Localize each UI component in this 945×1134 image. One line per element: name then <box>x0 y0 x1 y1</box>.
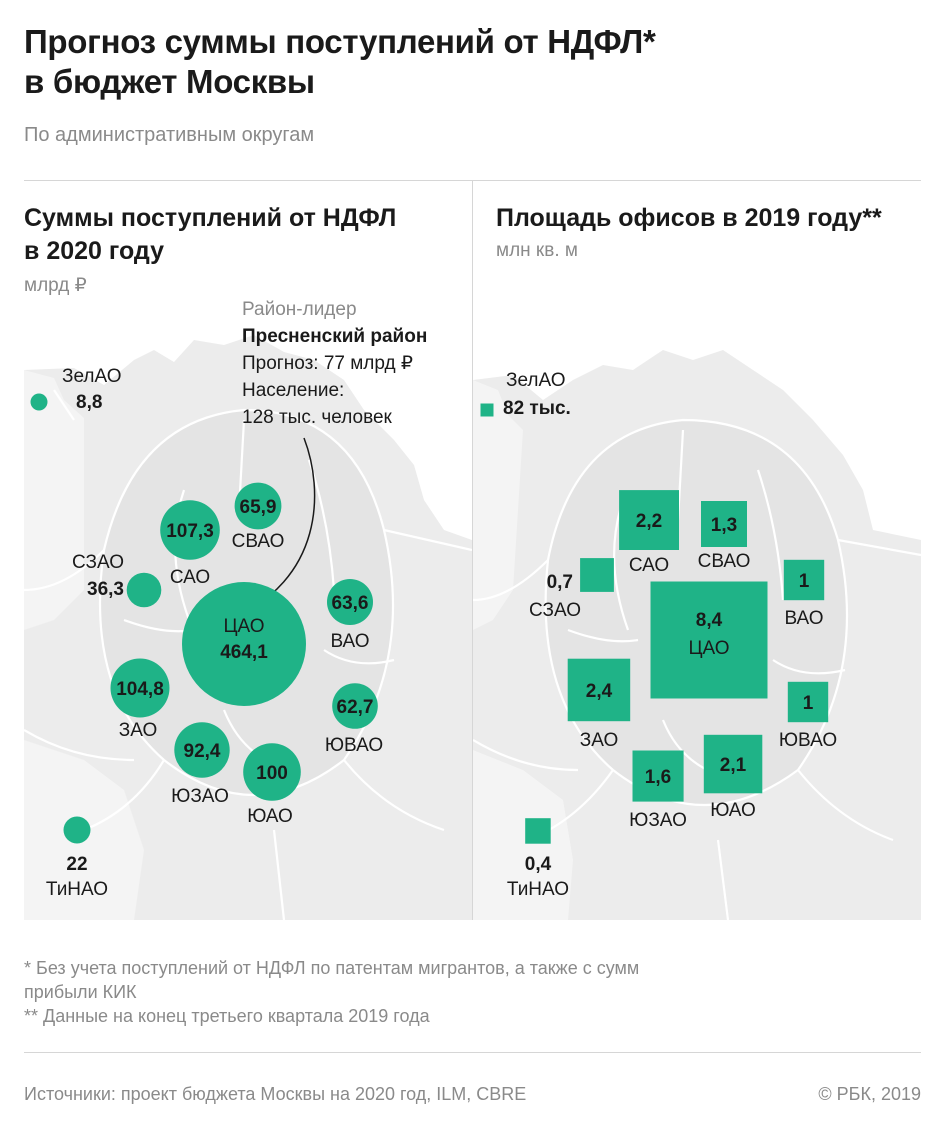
name-vao: ВАО <box>784 608 823 629</box>
name-yuvao: ЮВАО <box>325 735 383 756</box>
name-zelao: ЗелАО <box>506 370 566 391</box>
left-map: 8,8 ЗелАО 107,3 САО 65,9 СВАО 36,3 СЗАО ЦАО 464,1… <box>24 335 472 920</box>
name-szao: СЗАО <box>529 600 581 621</box>
name-sao: САО <box>170 567 210 588</box>
value-yuvao: 1 <box>803 693 814 714</box>
value-szao: 0,7 <box>547 572 573 593</box>
name-tinao: ТиНАО <box>507 879 569 900</box>
square-cao <box>650 581 768 699</box>
name-svao: СВАО <box>232 531 285 552</box>
left-panel-title: Суммы поступлений от НДФЛ в 2020 году <box>24 202 396 268</box>
circle-zelao <box>30 393 48 411</box>
square-yuao <box>703 734 763 794</box>
callout-label: Район-лидер <box>242 299 357 320</box>
copyright: © РБК, 2019 <box>818 1084 921 1104</box>
value-vao: 1 <box>799 571 810 592</box>
name-zelao: ЗелАО <box>62 366 122 387</box>
name-zao: ЗАО <box>119 720 158 741</box>
callout-forecast: Прогноз: 77 млрд ₽ <box>242 353 413 374</box>
panel-divider <box>472 180 473 920</box>
value-zao: 2,4 <box>586 681 613 702</box>
value-tinao: 22 <box>66 854 87 875</box>
square-yuzao <box>632 750 684 802</box>
left-panel-unit: млрд ₽ <box>24 275 87 296</box>
circle-cao <box>182 582 306 706</box>
value-yuao: 100 <box>256 763 288 784</box>
circle-szao <box>126 572 162 608</box>
right-panel-unit: млн кв. м <box>496 240 578 261</box>
name-svao: СВАО <box>698 551 751 572</box>
name-yuzao: ЮЗАО <box>629 810 687 831</box>
name-zao: ЗАО <box>580 730 619 751</box>
value-cao: 8,4 <box>696 610 723 631</box>
circle-yuzao <box>174 722 230 778</box>
right-symbols <box>480 403 829 844</box>
square-szao <box>580 558 614 592</box>
circle-sao <box>160 500 220 560</box>
circle-vao <box>327 579 373 625</box>
value-sao: 107,3 <box>166 521 214 542</box>
title-line-2: в бюджет Москвы <box>24 63 315 100</box>
name-szao: СЗАО <box>72 552 124 573</box>
footer-divider <box>24 1052 921 1053</box>
circle-svao <box>234 482 282 530</box>
value-tinao: 0,4 <box>525 854 552 875</box>
title-line-1: Прогноз суммы поступлений от НДФЛ* <box>24 23 656 60</box>
value-svao: 1,3 <box>711 515 737 536</box>
square-tinao <box>525 818 551 844</box>
callout-population-label: Население: <box>242 380 345 401</box>
name-cao: ЦАО <box>688 638 729 659</box>
value-yuzao: 92,4 <box>184 741 221 762</box>
left-symbols <box>30 393 378 844</box>
square-sao <box>619 490 679 550</box>
square-yuvao <box>787 681 829 723</box>
right-map: 82 тыс. ЗелАО 2,2 САО 1,3 СВАО 0,7 СЗАО 1 ВАО 8,4 Ц… <box>473 350 921 920</box>
footnote-1-line-1: * Без учета поступлений от НДФЛ по патен… <box>24 958 640 978</box>
value-zelao: 8,8 <box>76 392 102 413</box>
name-tinao: ТиНАО <box>46 879 108 900</box>
name-yuzao: ЮЗАО <box>171 786 229 807</box>
circle-tinao <box>63 816 91 844</box>
square-zelao <box>480 403 494 417</box>
name-cao: ЦАО <box>223 616 264 637</box>
circle-yuao <box>243 743 301 801</box>
left-panel-title-line-1: Суммы поступлений от НДФЛ <box>24 204 397 232</box>
square-zao <box>567 658 631 722</box>
name-yuvao: ЮВАО <box>779 730 837 751</box>
value-sao: 2,2 <box>636 511 662 532</box>
page-title: Прогноз суммы поступлений от НДФЛ* в бюд… <box>24 22 656 102</box>
name-vao: ВАО <box>330 631 369 652</box>
left-labels: 8,8 ЗелАО 107,3 САО 65,9 СВАО 36,3 СЗАО ЦАО 464,1… <box>46 366 383 900</box>
callout-district-name: Пресненский район <box>242 326 428 347</box>
value-zelao: 82 тыс. <box>503 398 571 419</box>
value-vao: 63,6 <box>332 593 369 614</box>
right-panel-title: Площадь офисов в 2019 году** <box>496 204 882 232</box>
circle-zao <box>110 658 170 718</box>
footnotes: * Без учета поступлений от НДФЛ по патен… <box>24 956 639 1028</box>
value-svao: 65,9 <box>240 497 277 518</box>
square-vao <box>783 559 825 601</box>
value-cao: 464,1 <box>220 642 268 663</box>
right-labels: 82 тыс. ЗелАО 2,2 САО 1,3 СВАО 0,7 СЗАО 1 ВАО 8,4 Ц… <box>503 370 837 900</box>
sources: Источники: проект бюджета Москвы на 2020… <box>24 1084 527 1104</box>
callout-population-value: 128 тыс. человек <box>242 407 392 428</box>
value-szao: 36,3 <box>87 579 124 600</box>
left-panel-title-line-2: в 2020 году <box>24 237 164 265</box>
footnote-2: ** Данные на конец третьего квартала 201… <box>24 1006 430 1026</box>
square-svao <box>701 501 747 547</box>
value-yuzao: 1,6 <box>645 767 671 788</box>
value-yuvao: 62,7 <box>337 697 374 718</box>
leader-callout: Район-лидер Пресненский район Прогноз: 7… <box>242 296 427 431</box>
page-subtitle: По административным округам <box>24 124 315 146</box>
value-yuao: 2,1 <box>720 755 747 776</box>
footnote-1-line-2: прибыли КИК <box>24 982 137 1002</box>
name-yuao: ЮАО <box>247 806 293 827</box>
name-yuao: ЮАО <box>710 800 756 821</box>
circle-yuvao <box>332 683 378 729</box>
value-zao: 104,8 <box>116 679 164 700</box>
name-sao: САО <box>629 555 669 576</box>
